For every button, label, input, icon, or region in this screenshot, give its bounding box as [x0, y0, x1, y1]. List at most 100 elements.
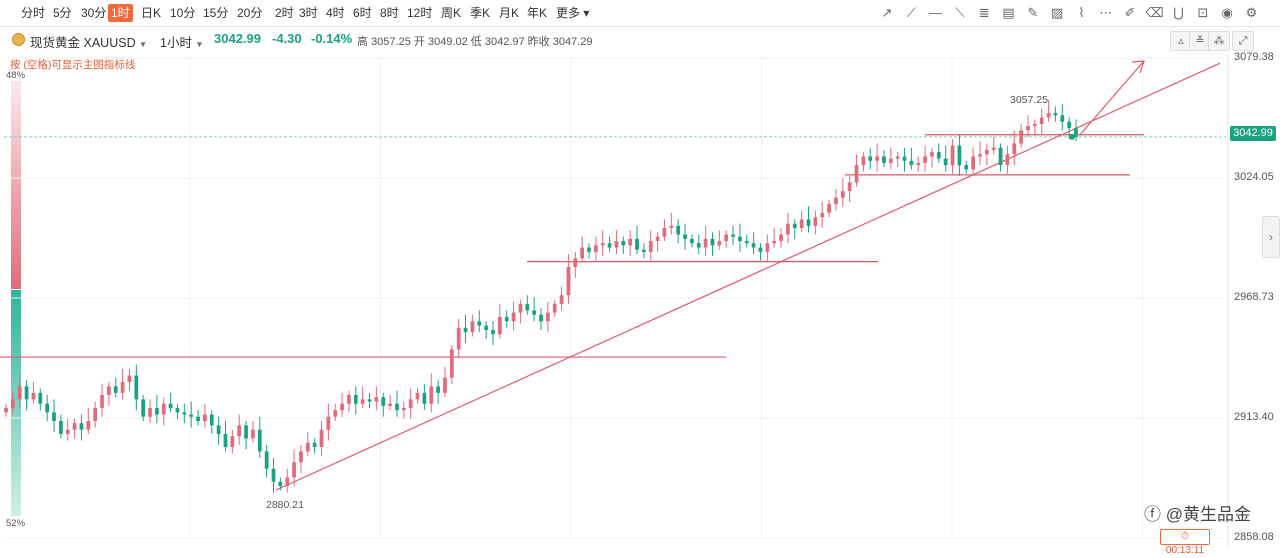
timeframe-tab-10[interactable]: 4时 [326, 6, 345, 20]
candle-body [168, 403, 173, 409]
timeframe-tab-17[interactable]: 年K [527, 6, 548, 20]
candle-body [621, 241, 626, 246]
fib-icon[interactable]: ≣ [978, 5, 990, 20]
candle-body [292, 462, 296, 478]
timeframe-tab-6[interactable]: 15分 [203, 6, 229, 20]
candle-body [690, 238, 694, 244]
candle-body [395, 403, 399, 411]
candle-body [401, 408, 406, 411]
candle-body [765, 243, 770, 252]
high-value: 3057.25 [371, 36, 411, 48]
magnet-icon[interactable]: ⋃ [1173, 5, 1184, 20]
candle-body [895, 156, 900, 159]
timeframe-tab-0[interactable]: 分时 [21, 6, 46, 20]
more-dots-icon[interactable]: ⋯ [1099, 5, 1113, 20]
trend-line-icon[interactable]: ↗ [881, 5, 893, 20]
candle-body [477, 321, 482, 326]
horizontal-line-icon[interactable]: — [929, 5, 943, 20]
timeframe-tab-8[interactable]: 2时 [275, 6, 294, 20]
price-change: -4.30 [272, 31, 302, 46]
candle-body [648, 241, 653, 252]
chevron-right-icon[interactable]: › [1262, 216, 1280, 258]
candle-body [4, 408, 8, 413]
candle-body [799, 219, 804, 229]
lock-icon[interactable]: ⊡ [1197, 5, 1209, 20]
candle-body [875, 156, 879, 161]
compare-button[interactable]: ⁂ [1208, 31, 1230, 51]
fullscreen-button[interactable]: ⤢ [1232, 31, 1254, 51]
candle-body [24, 386, 29, 400]
candle-body [244, 425, 248, 439]
ray-icon[interactable]: ⟋ [906, 5, 916, 20]
eraser-icon[interactable]: ⌫ [1145, 5, 1164, 20]
image-icon[interactable]: ▨ [1050, 5, 1064, 20]
candle-body [573, 258, 578, 268]
price-chart[interactable]: 3057.25 2880.21 [0, 0, 1280, 546]
timeframe-tab-9[interactable]: 3时 [299, 6, 318, 20]
candle-body [511, 312, 516, 322]
candle-body [1012, 143, 1017, 155]
candle-body [463, 327, 468, 333]
timeframe-tab-2[interactable]: 30分 [81, 6, 107, 20]
settings-icon[interactable]: ⚙ [1245, 5, 1258, 20]
wave-icon[interactable]: ⌇ [1078, 5, 1085, 20]
timeframe-tab-12[interactable]: 8时 [380, 6, 399, 20]
timeframe-tab-16[interactable]: 月K [499, 6, 520, 20]
candle-body [724, 234, 729, 242]
interval-selector[interactable]: 1小时 ▼ [160, 32, 203, 51]
edit-icon[interactable]: ✐ [1124, 5, 1136, 20]
channel-icon[interactable]: ▤ [1002, 5, 1015, 20]
candle-body [868, 156, 873, 161]
candle-body [1019, 130, 1024, 144]
pen-icon[interactable]: ✎ [1027, 5, 1039, 20]
candle-body [882, 156, 886, 163]
candle-body [600, 243, 605, 246]
candle-body [161, 403, 166, 415]
sentiment-bar-bearish [11, 290, 21, 516]
timeframe-tab-4[interactable]: 日K [141, 6, 162, 20]
timeframe-tab-15[interactable]: 季K [470, 6, 491, 20]
candle-body [916, 162, 921, 166]
timeframe-tab-11[interactable]: 6时 [353, 6, 372, 20]
timeframe-tab-1[interactable]: 5分 [53, 6, 72, 20]
candle-body [813, 217, 818, 226]
candle-body [539, 314, 543, 322]
candle-body [456, 327, 461, 350]
candle-body [758, 247, 763, 252]
timeframe-tab-13[interactable]: 12时 [407, 6, 433, 20]
candle-body [388, 403, 392, 406]
candle-body [237, 425, 242, 437]
candle-body [991, 147, 996, 150]
candle-body [545, 312, 550, 322]
candle-body [587, 247, 591, 252]
timeframe-tab-7[interactable]: 20分 [237, 6, 263, 20]
timeframe-tab-3[interactable]: 1时 [108, 4, 133, 22]
candle-body [93, 408, 98, 422]
candle-body [635, 238, 639, 250]
candle-body [696, 243, 701, 248]
candle-body [491, 329, 495, 335]
candle-body [31, 392, 36, 400]
candle-body [209, 414, 214, 426]
timeframe-tab-5[interactable]: 10分 [170, 6, 196, 20]
chevron-down-icon: ▼ [195, 40, 204, 49]
instrument-selector[interactable]: 现货黄金 XAUUSD ▼ [30, 32, 147, 51]
candle-body [1053, 113, 1058, 116]
projection-arrow [1079, 60, 1145, 136]
low-value: 3042.97 [484, 36, 525, 48]
price-axis-tick: 3024.05 [1234, 171, 1274, 183]
polyline-icon[interactable]: ⟍ [955, 5, 965, 20]
candle-body [134, 375, 139, 400]
timeframe-tab-18[interactable]: 更多 ▾ [556, 6, 590, 20]
candle-body [936, 152, 941, 159]
timeframe-tab-14[interactable]: 周K [441, 6, 462, 20]
candle-body [52, 412, 56, 422]
candle-body [223, 434, 228, 448]
high-annotation: 3057.25 [1010, 94, 1048, 106]
sentiment-bar-bullish [11, 81, 21, 289]
candle-body [141, 399, 146, 417]
candle-body [497, 316, 502, 335]
eye-icon[interactable]: ◉ [1221, 5, 1233, 20]
candle-body [669, 225, 674, 229]
candle-body [1060, 115, 1065, 122]
